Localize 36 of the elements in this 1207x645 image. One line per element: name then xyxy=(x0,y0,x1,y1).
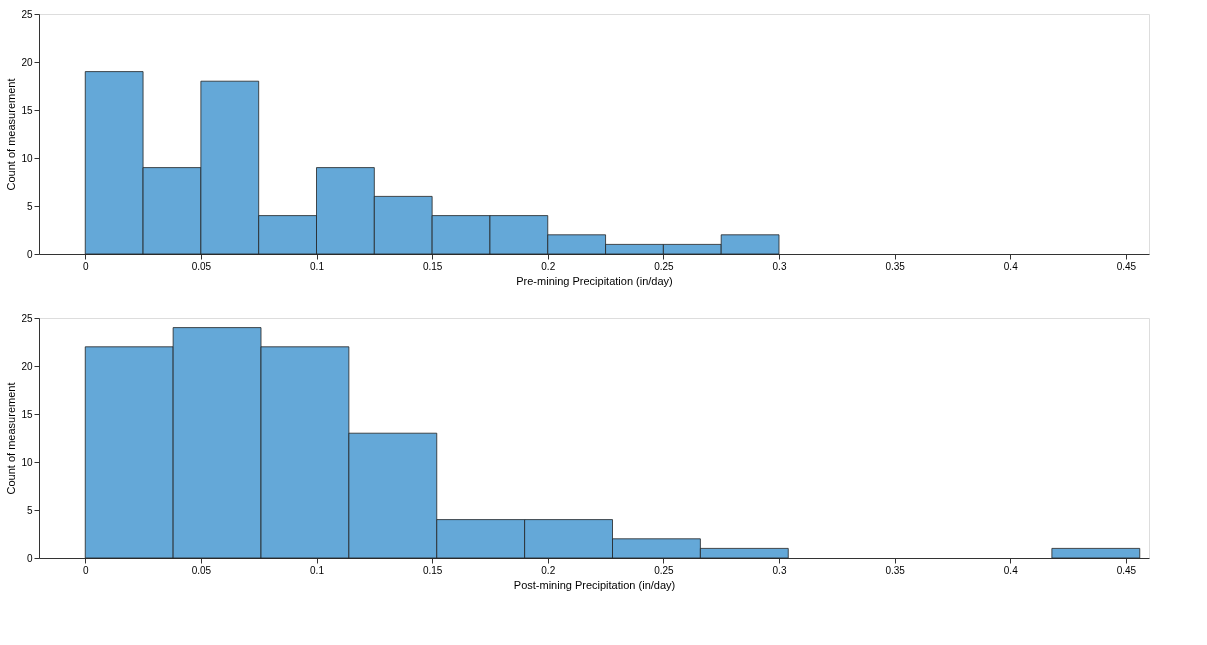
x-tick-label: 0.45 xyxy=(1116,260,1137,272)
x-tick-label: 0.4 xyxy=(1003,260,1019,272)
y-tick-label: 20 xyxy=(21,56,33,68)
y-tick-label: 15 xyxy=(21,104,33,116)
x-tick-label: 0.15 xyxy=(422,260,443,272)
y-tick-label: 0 xyxy=(26,552,33,564)
x-tick-label: 0.35 xyxy=(885,564,906,576)
y-axis-title: Count of measurement xyxy=(5,382,18,495)
y-tick-label: 5 xyxy=(26,200,33,212)
y-tick-label: 10 xyxy=(21,152,33,164)
x-tick-label: 0.4 xyxy=(1003,564,1019,576)
x-tick-label: 0.45 xyxy=(1116,564,1137,576)
x-tick-label: 0.2 xyxy=(541,260,556,272)
y-tick-label: 15 xyxy=(21,408,33,420)
x-axis-title: Post-mining Precipitation (in/day) xyxy=(513,578,676,591)
y-tick-label: 10 xyxy=(21,456,33,468)
x-tick-label: 0.25 xyxy=(654,564,675,576)
x-tick-label: 0 xyxy=(82,564,89,576)
y-tick-label: 0 xyxy=(26,248,33,260)
x-tick-label: 0.2 xyxy=(541,564,556,576)
x-tick-label: 0.35 xyxy=(885,260,906,272)
x-tick-label: 0.15 xyxy=(422,564,443,576)
x-tick-label: 0.3 xyxy=(772,564,787,576)
y-tick-label: 25 xyxy=(21,312,33,324)
y-axis-title: Count of measurement xyxy=(5,78,18,191)
x-tick-label: 0.25 xyxy=(654,260,675,272)
x-tick-label: 0.05 xyxy=(191,260,212,272)
y-tick-label: 5 xyxy=(26,504,33,516)
x-tick-label: 0.1 xyxy=(310,564,325,576)
x-tick-label: 0.3 xyxy=(772,260,787,272)
y-tick-label: 20 xyxy=(21,360,33,372)
y-tick-label: 25 xyxy=(21,8,33,20)
x-axis-title: Pre-mining Precipitation (in/day) xyxy=(516,274,673,287)
x-tick-label: 0.1 xyxy=(310,260,325,272)
x-tick-label: 0 xyxy=(82,260,89,272)
x-tick-label: 0.05 xyxy=(191,564,212,576)
